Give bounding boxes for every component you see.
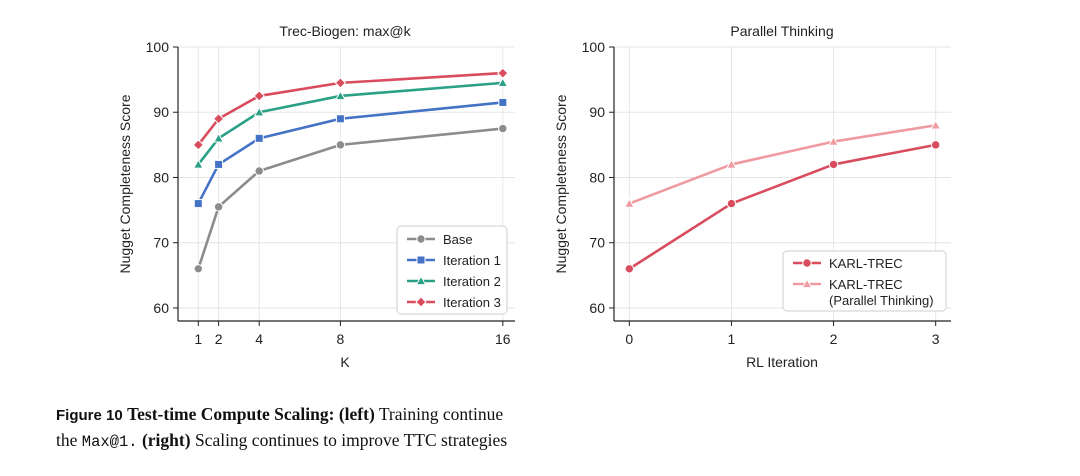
right-line-karl-trec	[628, 143, 936, 270]
right-point-karl-trec-parallel-thinking-3	[930, 119, 942, 130]
left-legend-label-iteration-2-0: Iteration 2	[443, 274, 501, 289]
left-legend-marker-iteration-2	[415, 275, 427, 286]
right-ytick-label-80: 80	[589, 169, 605, 185]
caption-code: Max@1.	[81, 433, 138, 451]
left-point-iteration-3-4	[253, 90, 265, 102]
caption-right-tag: (right)	[141, 430, 191, 450]
left-point-iteration-1-1	[193, 199, 203, 209]
right-legend-label-karl-trec-parallel-thinking-0: KARL-TREC	[829, 277, 903, 292]
caption-left-tag: (left)	[338, 404, 375, 424]
caption-line-1: Figure 10 Test-time Compute Scaling: (le…	[56, 402, 676, 428]
left-legend-marker-iteration-3	[415, 296, 427, 308]
right-point-karl-trec-parallel-thinking-0	[623, 197, 635, 208]
right-point-karl-trec-0	[624, 264, 635, 274]
left-point-base-1	[193, 264, 204, 274]
left-ytick-label-70: 70	[153, 235, 169, 251]
caption-label: Figure 10	[56, 407, 123, 424]
figure-caption: Figure 10 Test-time Compute Scaling: (le…	[56, 402, 676, 454]
right-xtick-label-1: 1	[728, 331, 736, 347]
right-xtick-label-0: 0	[625, 331, 633, 347]
left-point-iteration-3-2	[212, 113, 225, 125]
left-legend: Base Iteration 1 Iteration 2 Iteration 3	[396, 225, 508, 315]
left-point-iteration-2-16	[497, 77, 509, 88]
right-point-karl-trec-parallel-thinking-2	[828, 135, 840, 146]
left-ytick-label-100: 100	[146, 39, 170, 55]
left-ytick-label-90: 90	[153, 104, 169, 120]
left-ytick-label-80: 80	[153, 169, 169, 185]
right-ytick-label-70: 70	[589, 235, 605, 251]
right-y-axis-label: Nugget Completeness Score	[553, 94, 569, 273]
left-point-iteration-1-8	[335, 114, 345, 124]
left-legend-label-base-0: Base	[443, 232, 473, 247]
left-point-iteration-3-8	[334, 77, 347, 89]
left-line-iteration-2	[197, 81, 503, 166]
left-point-iteration-2-8	[334, 90, 346, 101]
caption-fade-overlay	[540, 398, 720, 458]
right-point-karl-trec-1	[726, 198, 737, 209]
caption-line-2: the Max@1. (right) Scaling continues to …	[56, 428, 676, 454]
left-legend-marker-base	[416, 234, 426, 244]
caption-line2-start: the	[56, 430, 78, 450]
right-point-karl-trec-2	[828, 159, 839, 170]
left-point-iteration-2-4	[253, 106, 265, 117]
caption-title: Test-time Compute Scaling:	[127, 404, 335, 424]
figure-charts: Trec-Biogen: max@k Nugget Completeness S…	[117, 23, 951, 370]
right-legend-label-karl-trec-parallel-thinking-1: (Parallel Thinking)	[829, 293, 934, 308]
left-xtick-label-4: 4	[255, 331, 263, 347]
left-legend-label-iteration-3-0: Iteration 3	[443, 295, 501, 310]
left-point-base-16	[498, 123, 508, 134]
left-xtick-label-2: 2	[215, 331, 223, 347]
right-point-karl-trec-3	[930, 140, 941, 150]
left-line-iteration-1	[197, 101, 503, 205]
right-xtick-label-2: 2	[830, 331, 838, 347]
chart-right-parallel-thinking: Parallel Thinking Nugget Completeness Sc…	[553, 23, 951, 370]
right-ytick-label-100: 100	[582, 39, 606, 55]
left-xtick-label-1: 1	[194, 331, 202, 347]
left-point-iteration-3-16	[497, 67, 509, 79]
right-xtick-label-3: 3	[932, 331, 940, 347]
right-x-axis-label: RL Iteration	[746, 354, 818, 370]
left-point-iteration-3-1	[192, 139, 205, 151]
left-xtick-label-8: 8	[337, 331, 345, 347]
caption-line1-text: Training continue	[378, 404, 504, 424]
left-legend-marker-iteration-1	[416, 255, 426, 265]
left-point-iteration-2-1	[192, 158, 204, 169]
left-point-base-4	[254, 166, 264, 176]
right-line-karl-trec-parallel-thinking	[628, 124, 936, 205]
left-legend-box	[396, 225, 508, 315]
right-point-karl-trec-parallel-thinking-1	[725, 158, 737, 169]
left-legend-label-iteration-1-0: Iteration 1	[443, 253, 501, 268]
right-ytick-label-90: 90	[589, 104, 605, 120]
left-ytick-label-60: 60	[153, 300, 169, 316]
left-xtick-label-16: 16	[495, 331, 511, 347]
right-legend-box	[782, 250, 947, 312]
left-y-axis-label: Nugget Completeness Score	[117, 94, 133, 273]
left-x-axis-label: K	[340, 354, 350, 370]
right-legend-marker-karl-trec-parallel-thinking	[801, 278, 813, 289]
chart-left-trec-biogen: Trec-Biogen: max@k Nugget Completeness S…	[117, 23, 515, 370]
left-point-base-8	[335, 140, 346, 150]
left-point-base-2	[213, 202, 224, 212]
right-chart-title: Parallel Thinking	[730, 23, 833, 39]
right-ytick-label-60: 60	[589, 300, 605, 316]
left-chart-title: Trec-Biogen: max@k	[279, 23, 411, 39]
left-point-iteration-1-16	[498, 97, 508, 107]
left-point-iteration-1-4	[254, 133, 264, 143]
caption-line2-text: Scaling continues to improve TTC strateg…	[194, 430, 508, 450]
right-legend-marker-karl-trec	[802, 258, 812, 268]
left-point-iteration-1-2	[214, 159, 224, 169]
left-point-iteration-2-2	[213, 132, 225, 143]
right-legend-label-karl-trec-0: KARL-TREC	[829, 256, 903, 271]
